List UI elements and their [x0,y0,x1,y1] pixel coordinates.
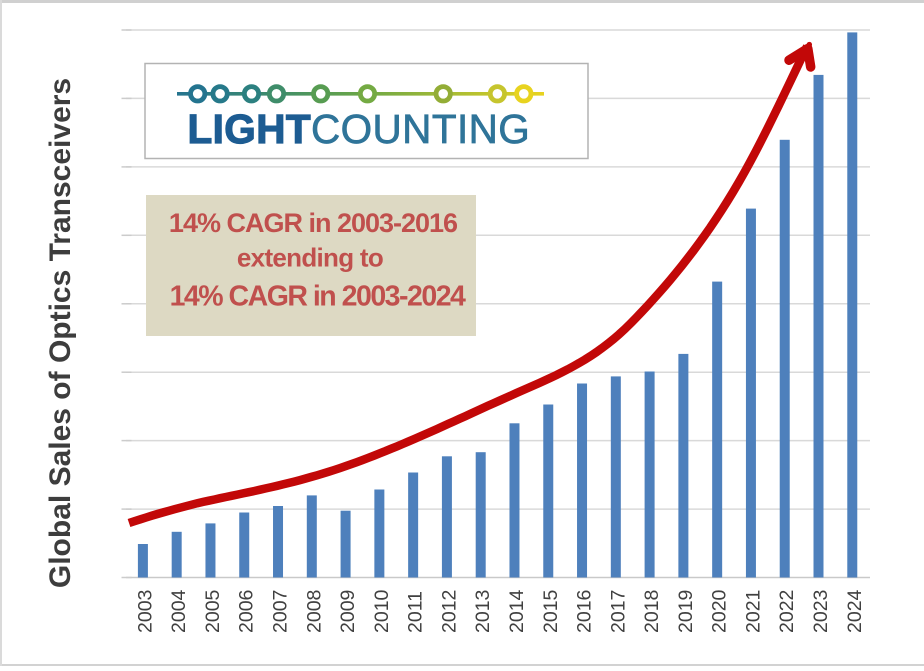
svg-text:2015: 2015 [540,589,562,633]
svg-text:2024: 2024 [844,589,866,633]
svg-text:2020: 2020 [709,589,731,633]
svg-text:2023: 2023 [810,590,832,633]
svg-text:2018: 2018 [641,590,663,633]
svg-text:2014: 2014 [506,589,528,633]
svg-text:2013: 2013 [472,590,494,633]
svg-text:14% CAGR in 2003-2016: 14% CAGR in 2003-2016 [169,208,458,238]
svg-text:2007: 2007 [270,590,292,633]
svg-text:2019: 2019 [675,590,697,633]
svg-text:2022: 2022 [776,590,798,633]
svg-text:2005: 2005 [202,589,224,633]
svg-text:2003: 2003 [134,590,156,633]
svg-text:14% CAGR in 2003-2024: 14% CAGR in 2003-2024 [170,281,466,313]
svg-text:2016: 2016 [574,590,596,633]
svg-text:2017: 2017 [607,590,629,633]
svg-text:2009: 2009 [337,590,359,633]
svg-text:extending to: extending to [237,243,383,273]
svg-text:2006: 2006 [236,590,258,633]
svg-text:2012: 2012 [438,590,460,633]
svg-text:2021: 2021 [742,590,764,633]
svg-text:Global Sales of Optics Transce: Global Sales of Optics Transceivers [44,78,77,588]
svg-text:2011: 2011 [405,591,427,633]
svg-text:2010: 2010 [371,589,393,633]
svg-text:2004: 2004 [168,589,190,633]
svg-text:2008: 2008 [303,590,325,633]
svg-text:LIGHTCOUNTING: LIGHTCOUNTING [188,106,531,152]
